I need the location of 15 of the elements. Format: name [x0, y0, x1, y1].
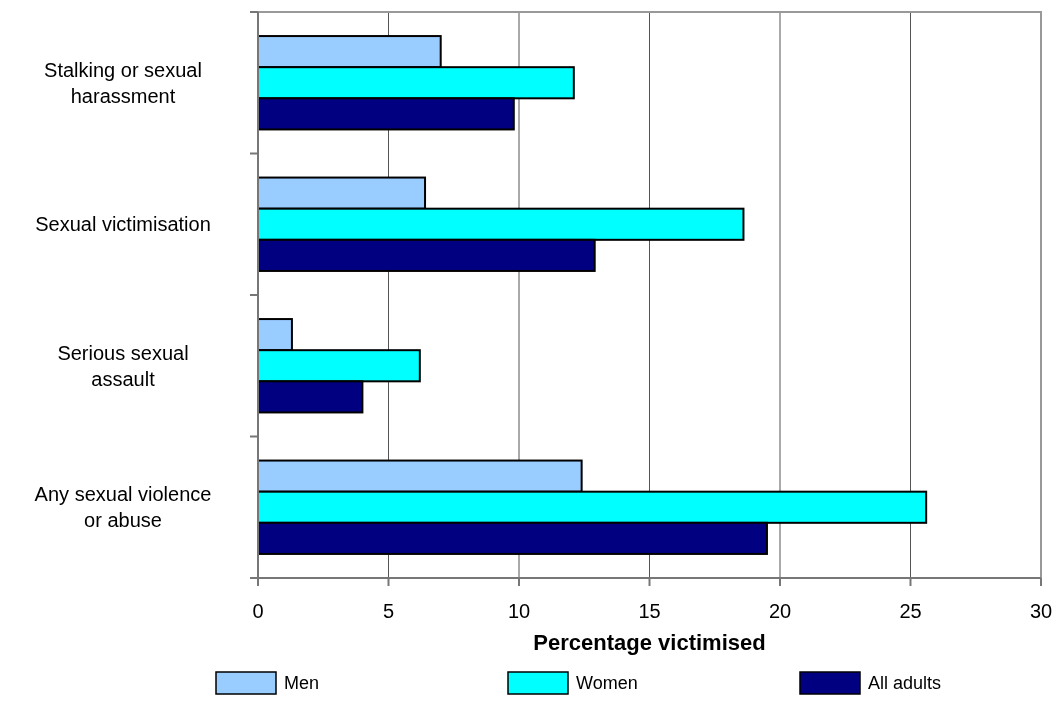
- x-tick-label: 0: [252, 600, 264, 622]
- x-axis-title: Percentage victimised: [533, 630, 766, 655]
- legend-label: Women: [576, 673, 638, 693]
- y-tick-label: Sexual victimisation: [35, 213, 211, 236]
- x-tick-label: 30: [1029, 600, 1053, 622]
- x-tick-label: 25: [899, 600, 922, 622]
- x-tick-label: 15: [638, 600, 661, 622]
- legend-label: All adults: [868, 673, 942, 693]
- x-tick-label: 20: [768, 600, 792, 622]
- y-tick-label: Stalking or sexual harassment: [44, 58, 202, 107]
- x-tick-label: 5: [382, 600, 395, 622]
- y-tick-label: Serious sexual assault: [57, 341, 189, 390]
- y-tick-label: Any sexual violence or abuse: [34, 483, 212, 532]
- x-tick-label: 10: [507, 600, 531, 622]
- legend-label: Men: [284, 673, 320, 693]
